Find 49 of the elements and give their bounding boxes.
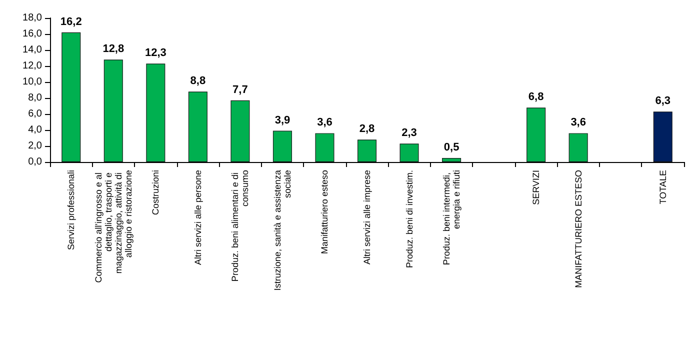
data-label: 2,3 <box>402 127 417 140</box>
y-tick-label: 6,0 <box>28 108 42 120</box>
bar <box>526 108 546 162</box>
data-label: 2,8 <box>359 123 375 136</box>
y-tick-label: 8,0 <box>28 92 42 104</box>
data-label: 3,6 <box>317 116 332 129</box>
data-label: 16,2 <box>60 16 82 28</box>
x-tick-label: Istruzione, sanità e assistenza sociale <box>272 170 292 291</box>
bar <box>357 140 377 162</box>
y-tick-label: 0,0 <box>28 156 42 168</box>
x-tick-label: TOTALE <box>658 170 668 204</box>
y-tick-label: 18,0 <box>22 12 42 24</box>
x-tick-label: Altri servizi alle persone <box>192 170 203 266</box>
x-tick-label: Commercio all'ingrosso e al dettaglio, trasporti e magazzinaggio, attività di alloggio e ristorazione <box>93 170 134 283</box>
data-label: 6,8 <box>528 91 544 104</box>
bar <box>146 64 166 162</box>
y-tick-label: 10,0 <box>22 76 42 88</box>
y-tick-label: 14,0 <box>22 44 42 56</box>
bar <box>653 112 672 162</box>
x-tick-label: MANIFATTURIERO ESTESO <box>573 170 584 288</box>
data-label: 6,3 <box>655 95 671 108</box>
y-tick-label: 12,0 <box>22 60 42 72</box>
data-label: 3,6 <box>570 116 586 129</box>
bar <box>568 133 588 162</box>
data-label: 0,5 <box>444 142 460 154</box>
x-tick-label: SERVIZI <box>531 170 542 205</box>
x-tick-label: Produz. beni alimentari e di consumo <box>230 170 250 282</box>
bar <box>315 133 334 162</box>
x-tick-label: Manifatturiero esteso <box>320 170 330 254</box>
bar <box>400 144 419 162</box>
bar <box>62 32 81 162</box>
x-tick-label: Produz. beni intermedi, energia e rifiuti <box>442 170 462 266</box>
x-tick-label: Costruzioni <box>150 170 161 216</box>
bar <box>442 158 462 162</box>
data-label: 8,8 <box>190 75 206 88</box>
bar <box>188 92 208 162</box>
y-tick-label: 4,0 <box>28 124 42 136</box>
data-label: 3,9 <box>274 114 290 126</box>
x-tick-label: Produz. beni di investim. <box>404 170 414 268</box>
data-label: 12,8 <box>102 43 124 56</box>
y-tick-label: 16,0 <box>22 28 42 40</box>
x-tick-label: Altri servizi alle imprese <box>362 170 372 265</box>
y-tick-label: 2,0 <box>28 140 42 152</box>
bar <box>272 130 292 162</box>
data-label: 7,7 <box>232 84 248 96</box>
x-tick-label: Servizi professionali <box>66 170 76 250</box>
bar <box>230 100 250 162</box>
bar <box>104 60 123 162</box>
data-label: 12,3 <box>144 47 166 60</box>
